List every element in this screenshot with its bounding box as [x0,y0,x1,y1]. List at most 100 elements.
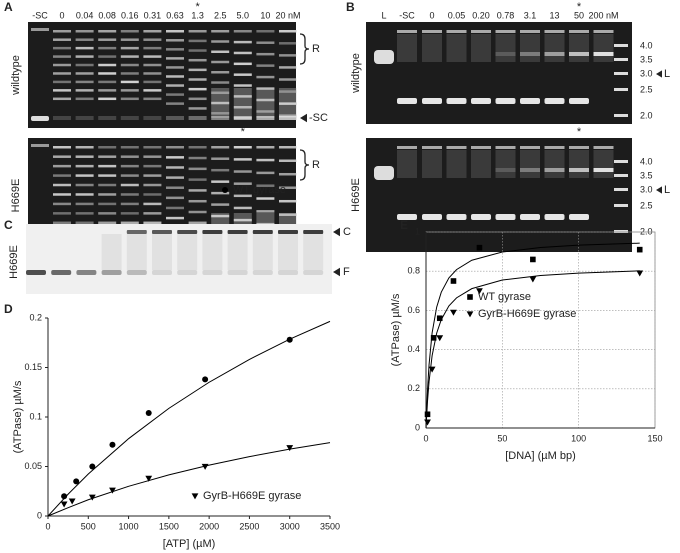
smear [569,150,589,178]
band [211,146,230,149]
band [397,30,417,33]
band [143,202,162,206]
band [233,218,252,222]
ladder-label: 2.5 [640,84,653,94]
band [495,30,516,33]
band [120,183,139,187]
smear [252,234,273,270]
band [53,89,71,92]
band [75,221,94,225]
band [211,112,230,115]
band [98,212,117,215]
band [471,30,491,33]
gel [366,22,632,124]
band [471,98,491,104]
band [53,116,71,120]
band [569,146,589,149]
band [495,98,516,104]
band [98,80,117,84]
band [202,270,223,275]
band [279,42,297,45]
band [98,164,117,168]
band [166,39,184,42]
band [188,97,207,101]
band [256,41,275,44]
row-label: H669E [350,178,362,212]
legend-marker [467,294,473,300]
point [109,441,116,448]
band [520,98,540,104]
ladder-label: 3.5 [640,170,653,180]
band [143,97,162,101]
x-tick-label: 150 [647,433,662,443]
band [75,89,94,92]
band [120,46,139,50]
point [60,501,68,508]
band [188,146,207,149]
smear [446,150,467,178]
legend-marker [191,493,199,500]
smear [569,34,589,62]
band [279,30,297,33]
lane-label: 13 [549,10,559,20]
band [374,166,394,180]
panel-label: B [346,0,355,14]
band [75,116,94,120]
band [166,30,184,33]
y-tick-label: 0.1 [29,411,42,421]
point [286,445,294,452]
band [177,270,198,275]
band [75,155,94,158]
legend-label: WT gyrase [478,291,531,303]
smear [233,88,252,118]
fit-curve [425,242,640,429]
band [593,52,614,56]
band [143,174,162,177]
band [233,194,252,198]
band [227,230,248,234]
ladder-band [614,188,628,191]
smear [279,88,297,118]
band [120,202,139,206]
smear [495,150,516,178]
band [53,174,71,177]
band [279,90,297,93]
band [53,63,71,67]
band [143,55,162,58]
band [495,168,516,172]
band [279,54,297,57]
band [143,46,162,50]
band [53,164,71,168]
band [75,63,94,67]
band [279,213,297,216]
legend-label: GyrB-H669E gyrase [203,490,301,502]
ladder-band [614,230,628,233]
band [143,30,162,33]
band [166,102,184,105]
band [120,63,139,67]
band [211,157,230,160]
band [98,174,117,177]
smear [211,88,230,118]
smear [471,150,491,178]
band [98,55,117,58]
y-tick-label: 0.2 [29,312,42,322]
band [166,216,184,220]
band [422,214,442,220]
band [120,146,139,149]
band [53,72,71,75]
band [188,178,207,181]
band [471,146,491,149]
panel-label: D [4,302,13,316]
band [166,186,184,189]
band [303,230,324,234]
ladder-label: 2.5 [640,200,653,210]
band [75,193,94,196]
x-tick-label: 2000 [199,521,219,531]
x-tick-label: 100 [571,433,586,443]
fit-curve [47,442,331,517]
band [544,52,565,56]
smear [495,34,516,62]
band [495,146,516,149]
band [188,156,207,160]
